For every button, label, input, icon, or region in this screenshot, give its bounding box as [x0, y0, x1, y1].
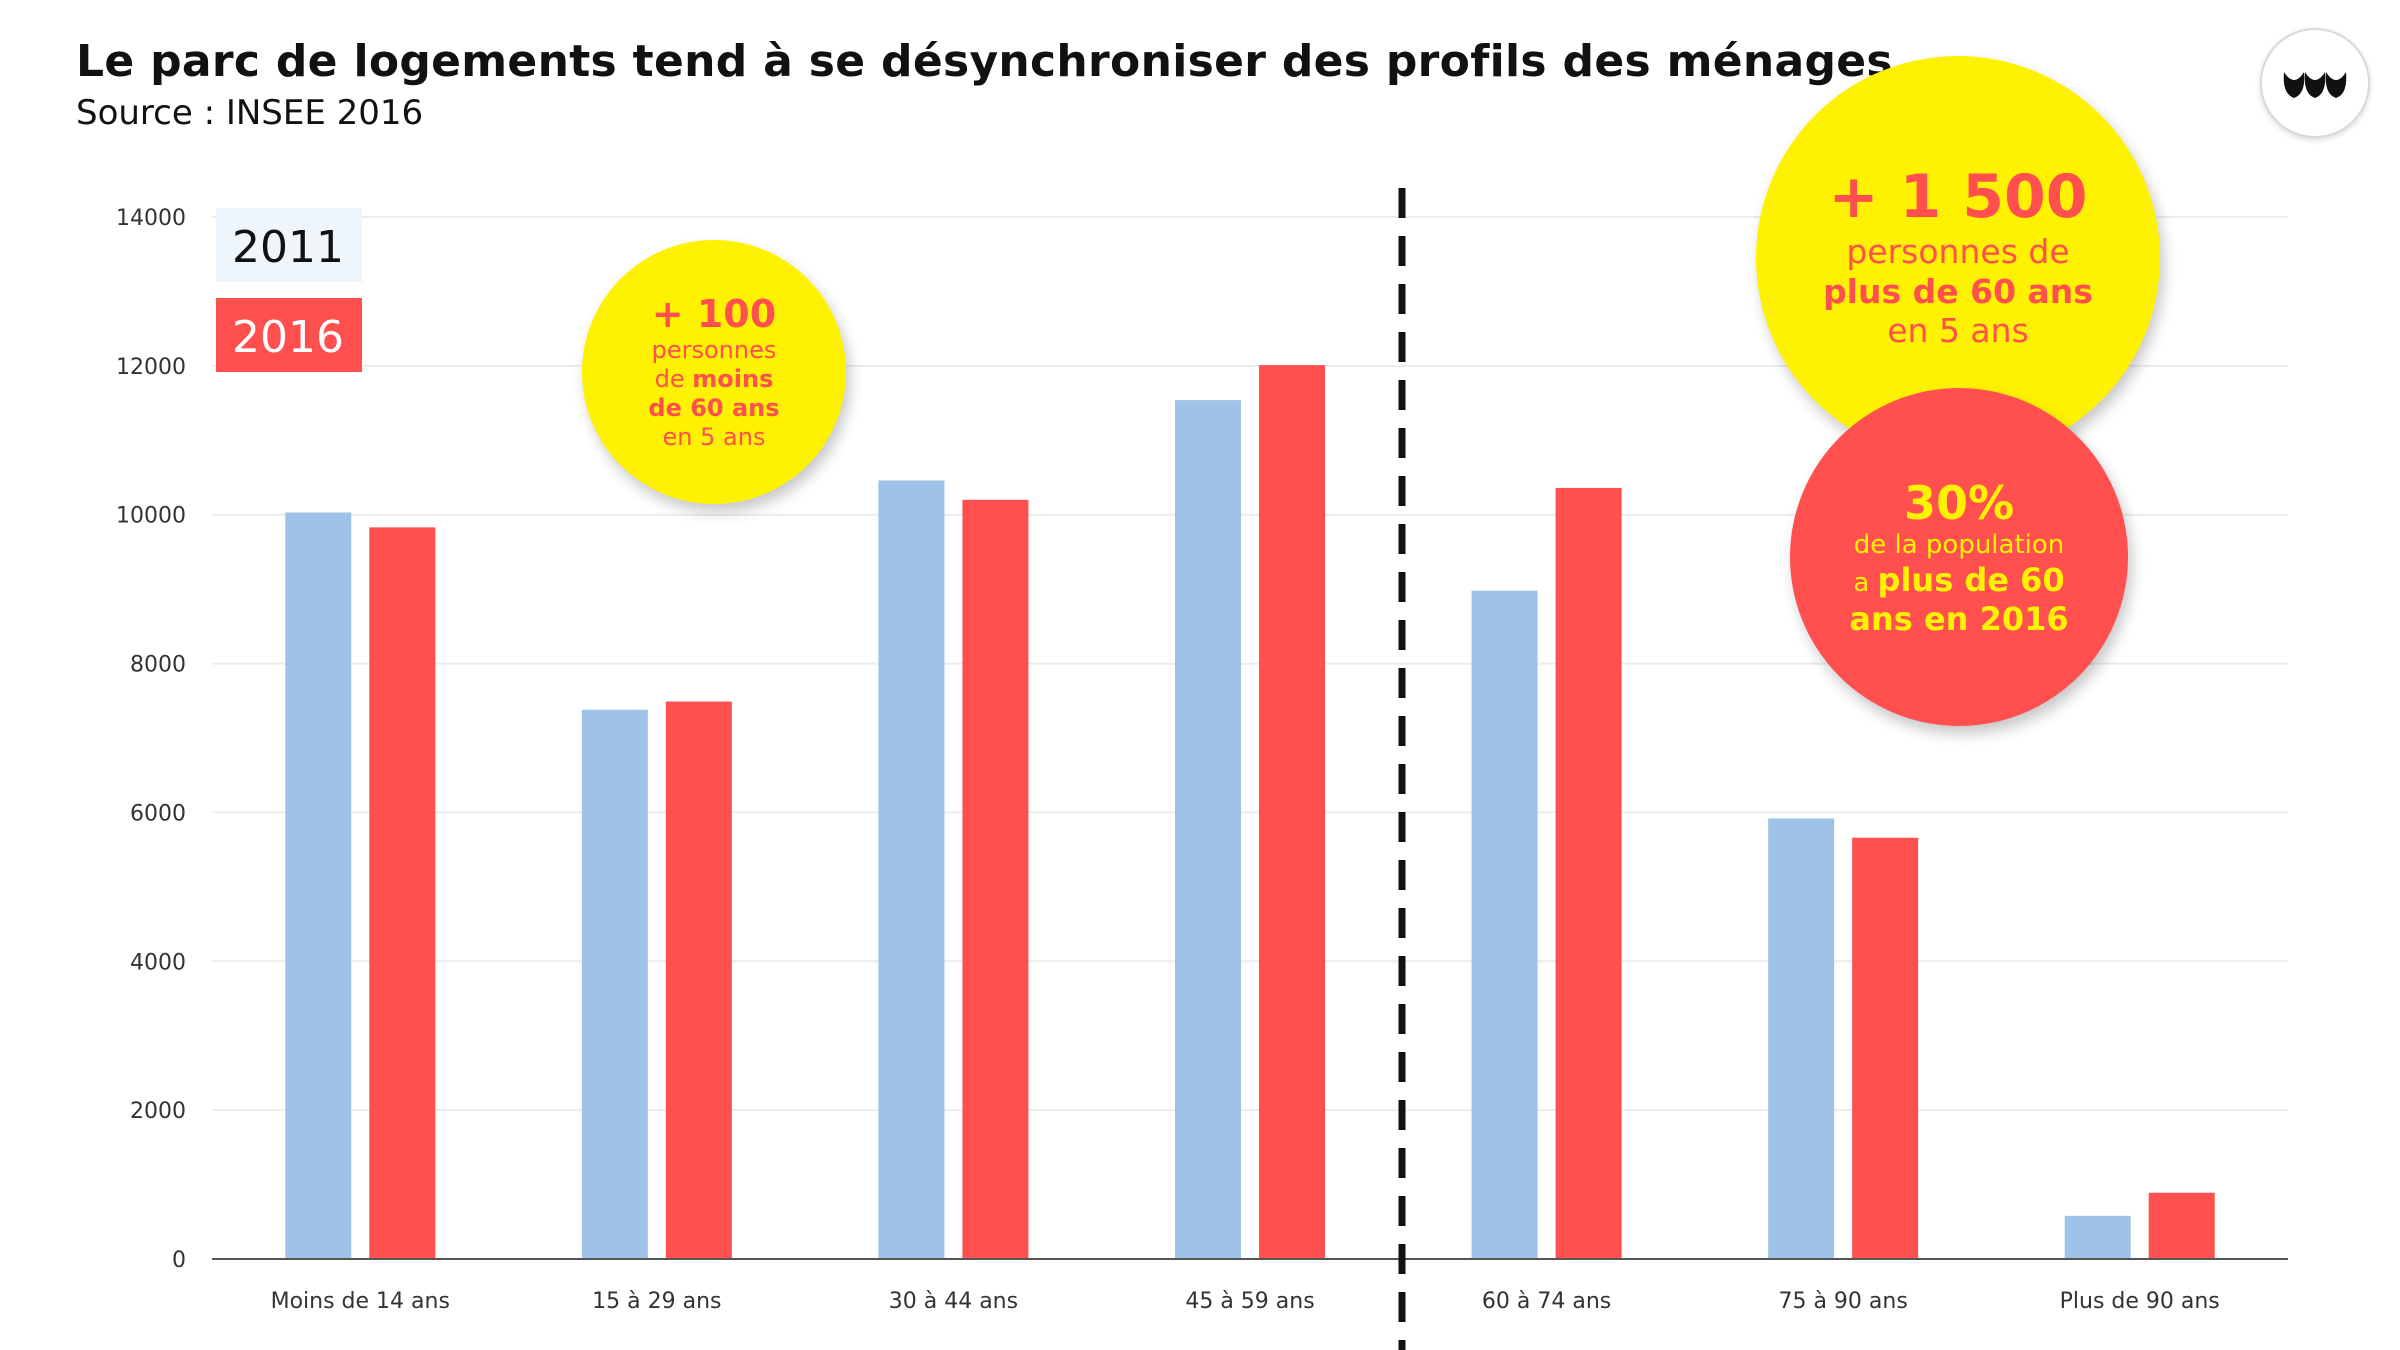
- annotation-share-line3: ans en 2016: [1849, 599, 2069, 638]
- y-tick-label: 12000: [116, 355, 186, 380]
- y-tick-label: 10000: [116, 504, 186, 529]
- annotation-under60-headline: + 100: [651, 292, 777, 337]
- annotation-under60-line2-prefix: de: [654, 365, 693, 394]
- annotation-share-bubble: 30% de la population a plus de 60 ans en…: [1790, 388, 2128, 726]
- page-title: Le parc de logements tend à se désynchro…: [76, 36, 1893, 87]
- bar-2016-2: [962, 499, 1029, 1259]
- bar-2016-1: [665, 701, 732, 1259]
- x-tick-label: Plus de 90 ans: [2060, 1289, 2220, 1314]
- annotation-share-line2-bold: plus de 60: [1877, 561, 2065, 600]
- bar-2016-4: [1555, 487, 1622, 1259]
- y-axis-ticks: 0 2000 4000 6000 8000 10000 12000 14000: [116, 206, 186, 1273]
- annotation-over60-line2: plus de 60 ans: [1823, 271, 2093, 311]
- bar-2011-5: [1768, 818, 1835, 1259]
- annotation-under60-line1: personnes: [651, 336, 777, 365]
- bar-2011-2: [878, 480, 945, 1259]
- annotation-share-line2: a plus de 60: [1853, 561, 2064, 599]
- legend-2016-swatch: [216, 298, 362, 372]
- chart-legend: 2011 2016: [216, 208, 362, 372]
- y-tick-label: 2000: [130, 1099, 186, 1124]
- bar-2016-3: [1259, 365, 1325, 1259]
- bar-2011-6: [2064, 1215, 2131, 1259]
- annotation-under60-line4: en 5 ans: [662, 422, 766, 451]
- annotation-over60-line3: en 5 ans: [1887, 311, 2029, 351]
- bar-2016-5: [1852, 837, 1919, 1259]
- chart-bars: [285, 365, 2215, 1259]
- x-tick-label: 60 à 74 ans: [1482, 1289, 1611, 1314]
- bar-2016-6: [2148, 1192, 2215, 1259]
- y-tick-label: 14000: [116, 206, 186, 231]
- legend-2016-label: 2016: [232, 312, 344, 363]
- legend-2011-label: 2011: [232, 222, 344, 273]
- page-subtitle: Source : INSEE 2016: [76, 93, 424, 133]
- legend-2011-swatch: [216, 208, 362, 282]
- x-tick-label: 75 à 90 ans: [1778, 1289, 1907, 1314]
- annotation-share-headline: 30%: [1903, 476, 2015, 531]
- annotation-under60-line2: de moins: [655, 365, 774, 394]
- annotation-under60-line2-bold: moins: [692, 365, 774, 394]
- x-axis-ticks: Moins de 14 ans 15 à 29 ans 30 à 44 ans 45 …: [271, 1289, 2220, 1314]
- x-tick-label: Moins de 14 ans: [271, 1289, 450, 1314]
- bar-2011-1: [581, 709, 648, 1259]
- annotation-share-line2-prefix: a: [1853, 568, 1878, 599]
- annotation-share-line1: de la population: [1853, 530, 2065, 561]
- x-tick-label: 30 à 44 ans: [889, 1289, 1018, 1314]
- bar-2011-4: [1471, 590, 1538, 1259]
- annotation-over60-line1: personnes de: [1846, 232, 2070, 271]
- x-tick-label: 15 à 29 ans: [592, 1289, 721, 1314]
- y-tick-label: 6000: [130, 801, 186, 826]
- annotation-under60-line3: de 60 ans: [648, 394, 780, 422]
- brand-logo: [2260, 28, 2370, 138]
- y-tick-label: 8000: [130, 653, 186, 678]
- bar-2011-3: [1175, 400, 1241, 1259]
- leaf-logo-icon: [2283, 72, 2347, 98]
- x-tick-label: 45 à 59 ans: [1185, 1289, 1314, 1314]
- bar-2011-0: [285, 512, 352, 1259]
- y-tick-label: 0: [172, 1248, 186, 1273]
- y-tick-label: 4000: [130, 950, 186, 975]
- annotation-under60-bubble: + 100 personnes de moins de 60 ans en 5 …: [582, 240, 846, 504]
- annotation-over60-headline: + 1 500: [1828, 162, 2088, 232]
- bar-2016-0: [369, 527, 436, 1259]
